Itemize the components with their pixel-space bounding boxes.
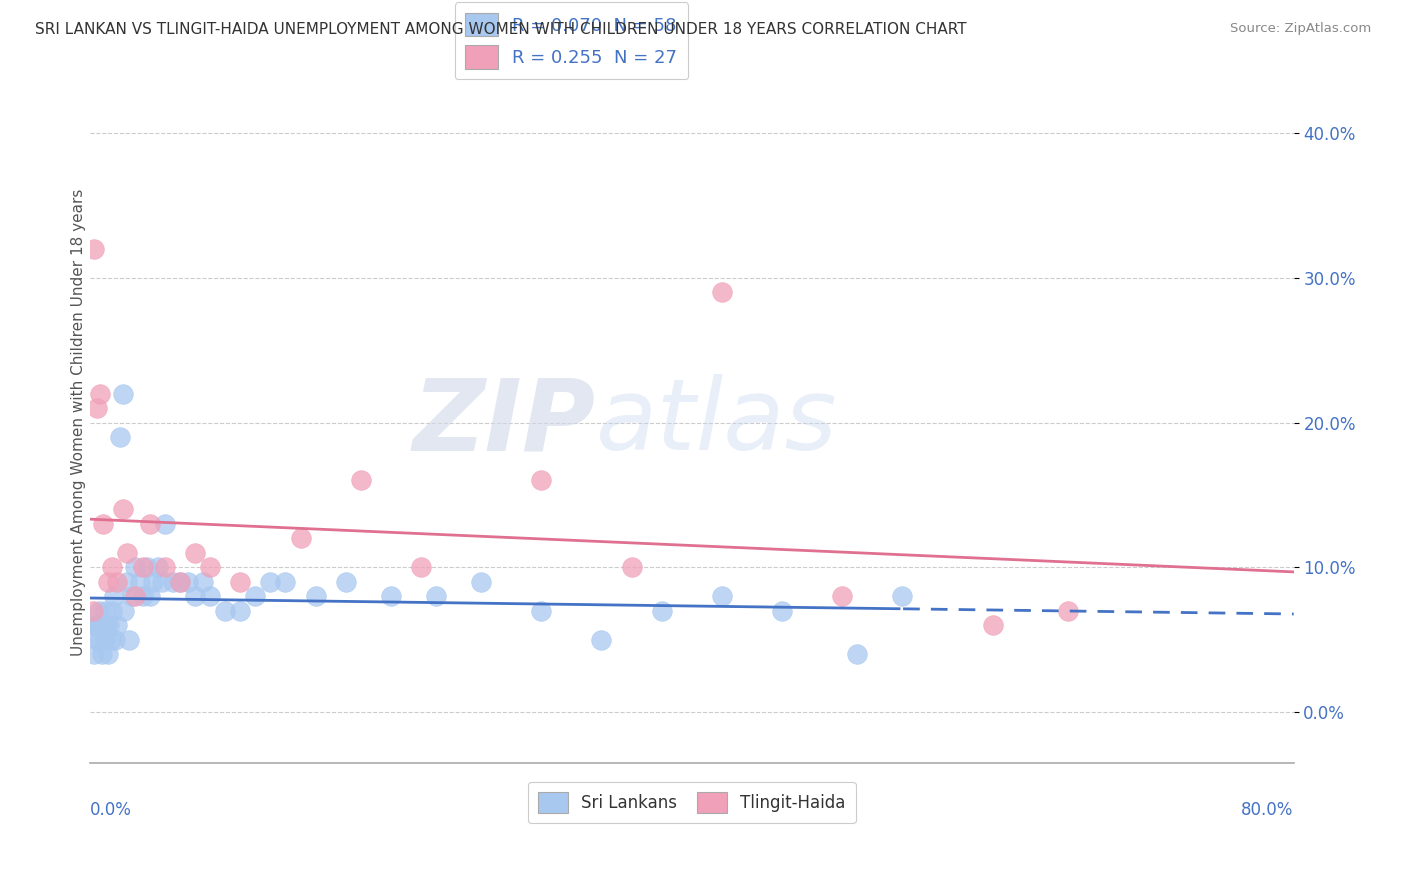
Point <box>770 604 793 618</box>
Point <box>93 516 115 531</box>
Point <box>200 560 222 574</box>
Point <box>891 590 914 604</box>
Point <box>111 386 134 401</box>
Text: 0.0%: 0.0% <box>90 801 132 819</box>
Point <box>90 648 112 662</box>
Point <box>146 560 169 574</box>
Point <box>105 618 128 632</box>
Point <box>162 574 184 589</box>
Point <box>131 590 153 604</box>
Point <box>153 516 176 531</box>
Point <box>124 560 146 574</box>
Point <box>425 590 447 604</box>
Point <box>184 590 207 604</box>
Point <box>104 632 127 647</box>
Text: Source: ZipAtlas.com: Source: ZipAtlas.com <box>1230 22 1371 36</box>
Text: 80.0%: 80.0% <box>1241 801 1294 819</box>
Point <box>184 546 207 560</box>
Point <box>83 242 105 256</box>
Point <box>98 618 121 632</box>
Point <box>530 474 553 488</box>
Text: atlas: atlas <box>595 374 837 471</box>
Point <box>117 546 139 560</box>
Point <box>710 285 733 299</box>
Point <box>100 632 122 647</box>
Legend: Sri Lankans, Tlingit-Haida: Sri Lankans, Tlingit-Haida <box>527 781 856 823</box>
Point <box>83 648 105 662</box>
Point <box>176 574 198 589</box>
Point <box>846 648 869 662</box>
Point <box>142 574 165 589</box>
Point <box>97 574 120 589</box>
Point <box>1057 604 1080 618</box>
Point <box>530 604 553 618</box>
Point <box>97 648 120 662</box>
Point <box>117 574 139 589</box>
Point <box>153 560 176 574</box>
Point <box>169 574 191 589</box>
Point <box>710 590 733 604</box>
Point <box>89 618 111 632</box>
Point <box>86 632 108 647</box>
Point <box>131 560 153 574</box>
Point <box>304 590 326 604</box>
Text: SRI LANKAN VS TLINGIT-HAIDA UNEMPLOYMENT AMONG WOMEN WITH CHILDREN UNDER 18 YEAR: SRI LANKAN VS TLINGIT-HAIDA UNEMPLOYMENT… <box>35 22 967 37</box>
Point <box>108 430 131 444</box>
Point <box>89 632 111 647</box>
Y-axis label: Unemployment Among Women with Children Under 18 years: Unemployment Among Women with Children U… <box>72 189 86 657</box>
Point <box>118 632 141 647</box>
Text: ZIP: ZIP <box>412 374 595 471</box>
Point <box>93 618 115 632</box>
Point <box>245 590 267 604</box>
Point <box>94 604 117 618</box>
Point <box>229 574 252 589</box>
Point <box>96 618 118 632</box>
Point <box>82 604 104 618</box>
Point <box>169 574 191 589</box>
Point <box>981 618 1004 632</box>
Point <box>591 632 613 647</box>
Point <box>470 574 492 589</box>
Point <box>111 502 134 516</box>
Point <box>350 474 373 488</box>
Point <box>139 516 162 531</box>
Point <box>86 401 108 415</box>
Point <box>409 560 432 574</box>
Point <box>200 590 222 604</box>
Point <box>105 574 128 589</box>
Point <box>380 590 402 604</box>
Point <box>335 574 357 589</box>
Point <box>136 560 159 574</box>
Point <box>139 590 162 604</box>
Point <box>831 590 853 604</box>
Point <box>128 574 150 589</box>
Point <box>87 604 110 618</box>
Point <box>84 618 107 632</box>
Point <box>121 590 143 604</box>
Point <box>191 574 214 589</box>
Point <box>82 618 104 632</box>
Point <box>94 632 117 647</box>
Point <box>114 604 136 618</box>
Point <box>259 574 281 589</box>
Point <box>87 618 110 632</box>
Point <box>229 604 252 618</box>
Point <box>620 560 643 574</box>
Point <box>150 574 173 589</box>
Point <box>124 590 146 604</box>
Point <box>101 604 124 618</box>
Point <box>89 386 111 401</box>
Point <box>101 560 124 574</box>
Point <box>290 532 312 546</box>
Point <box>274 574 297 589</box>
Point <box>651 604 673 618</box>
Point <box>214 604 236 618</box>
Point <box>103 590 125 604</box>
